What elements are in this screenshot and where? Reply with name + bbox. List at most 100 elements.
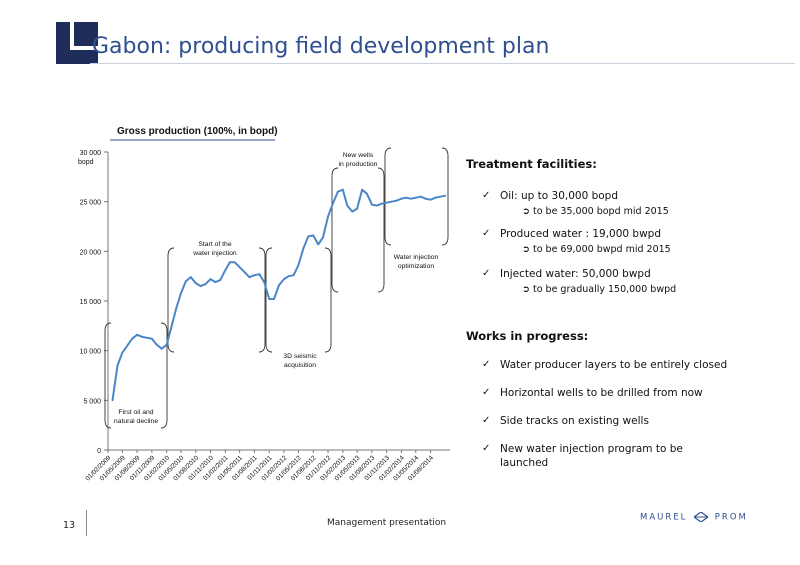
data-point [180,292,182,294]
data-point [424,197,427,200]
data-point [317,243,320,246]
y-tick-label: 20 000 [80,249,102,256]
footer-divider [86,510,87,536]
treatment-item-text: Oil: up to 30,000 bopd [500,190,619,202]
annotation-label-line: Start of the [198,241,231,248]
corner-decoration-accent [74,22,98,46]
data-point [419,195,422,198]
annotation-label-line: in production [339,161,378,168]
check-icon: ✓ [482,415,491,426]
annotation-label-line: Water injection [394,254,439,261]
y-tick-label: 10 000 [80,349,102,356]
y-tick-label: 5 000 [83,398,101,405]
data-point [312,234,315,237]
works-item-text: New water injection program to be [500,443,683,455]
y-axis-label: bopd [78,159,94,166]
treatment-subitem-text: to be 35,000 bopd mid 2015 [532,206,669,217]
circled-arrow-icon: ➲ [522,244,533,255]
logo-mark-icon [694,512,709,522]
data-point [327,215,329,218]
annotation-label-line: natural decline [114,418,158,425]
data-point [322,236,324,239]
data-point [346,204,349,207]
check-icon: ✓ [482,228,491,239]
footer-text: Management presentation [327,518,447,528]
data-point [380,202,383,205]
annotation-label-line: acquisition [284,362,316,369]
annotation-bracket [331,167,385,293]
data-point [414,196,417,199]
check-icon: ✓ [482,190,491,201]
data-point [219,279,222,282]
treatment-subitem: ➲ to be 69,000 bwpd mid 2015 [522,244,671,255]
data-point [395,199,398,202]
annotation-bracket [104,322,168,429]
data-point [370,203,373,206]
annotation-label: Water injection optimization [394,254,439,270]
data-point [126,344,129,347]
data-point [429,198,432,201]
company-logo: MAUREL PROM [640,512,748,523]
data-point [287,275,290,278]
treatment-subitem: ➲ to be 35,000 bopd mid 2015 [522,206,669,217]
data-point [111,399,114,402]
treatment-item-text: Produced water : 19,000 bwpd [500,228,662,240]
data-point [258,273,261,276]
data-point [283,278,285,281]
data-point [141,335,143,338]
annotation-bracket [265,247,332,353]
annotation-brackets [104,147,449,429]
works-item-text: launched [500,457,549,469]
annotation-label-line: water injection [192,250,237,257]
data-point [189,276,192,279]
series-line [111,188,446,401]
data-point [185,280,187,283]
data-point [292,274,295,277]
data-point [302,247,305,250]
data-point [356,207,359,210]
chart-title: Gross production (100%, in bopd) [117,126,278,137]
annotations: First oil and natural decline Start of the… [114,152,439,425]
annotation-label: 3D seismic acquisition [283,353,317,369]
data-point [160,347,163,350]
circled-arrow-icon: ➲ [522,284,533,295]
data-point [331,202,334,205]
data-point [238,266,241,269]
data-point [341,188,344,191]
logo-text-right: PROM [714,512,748,523]
data-point [253,274,256,277]
annotation-label-line: optimization [398,263,434,270]
data-point [121,351,124,354]
data-point [165,343,168,346]
data-point [194,282,197,285]
y-tick-label: 30 000 [80,150,102,157]
treatment-item: ✓ Produced water : 19,000 bwpd [482,228,662,240]
annotation-label: New wells in production [339,152,378,168]
data-point [155,343,158,346]
annotation-label-line: 3D seismic [283,353,317,360]
data-point [131,337,134,340]
data-point [175,308,178,310]
data-point [209,278,212,281]
data-point [385,201,388,204]
x-axis: 01/02/200901/05/200901/08/200901/11/2009… [84,449,450,482]
treatment-subitem-text: to be gradually 150,000 bwpd [532,284,677,295]
works-item-text: Side tracks on existing wells [500,415,649,427]
data-point [248,276,251,279]
data-point [410,197,412,200]
data-point [204,283,207,286]
check-icon: ✓ [482,268,491,279]
works-item-text: Water producer layers to be entirely clo… [500,359,728,371]
data-point [268,298,271,300]
page-title: Gabon: producing field development plan [92,34,550,59]
annotation-bracket [384,147,449,246]
data-point [400,197,403,200]
works-item: ✓ Horizontal wells to be drilled from now [482,387,703,399]
data-point [336,190,339,193]
circled-arrow-icon: ➲ [522,206,533,217]
works-item: ✓ Side tracks on existing wells [482,415,649,427]
data-point [116,364,119,367]
y-axis: 0 5 000 10 000 15 000 20 000 25 000 30 000 [80,150,109,455]
data-point [297,264,300,267]
